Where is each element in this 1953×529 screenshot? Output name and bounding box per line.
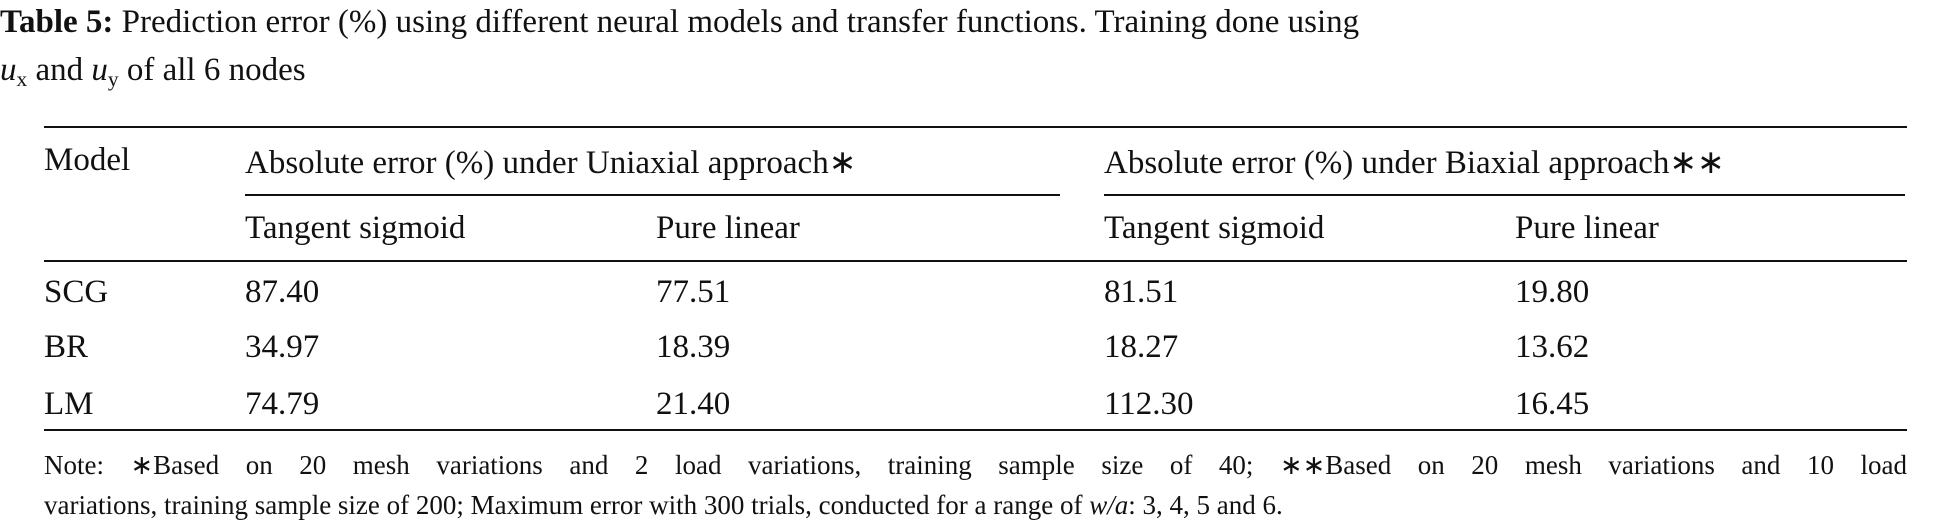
data-cell: 18.39 (656, 329, 731, 365)
note-text: Note: ∗Based on 20 mesh variations and 2… (44, 450, 1907, 480)
data-cell: 74.79 (245, 386, 320, 422)
row-label: SCG (44, 274, 109, 310)
caption-var: u (0, 52, 17, 88)
caption-line: Table 5: Prediction error (%) using diff… (0, 4, 1359, 41)
caption-label: Table 5: (0, 4, 114, 40)
caption-line: ux and uy of all 6 nodes (0, 52, 306, 92)
caption-sub: x (16, 67, 28, 91)
data-cell: 87.40 (245, 274, 320, 310)
data-cell: 81.51 (1104, 274, 1179, 310)
subheader-cell: Pure linear (656, 210, 800, 246)
data-cell: 19.80 (1515, 274, 1590, 310)
subheader-cell: Tangent sigmoid (245, 210, 466, 246)
caption-var: u (91, 52, 108, 88)
note-line: variations, training sample size of 200;… (44, 490, 1907, 521)
group-rule (245, 194, 1060, 196)
data-cell: 112.30 (1104, 386, 1194, 422)
group-rule (1104, 194, 1905, 196)
top-rule (44, 126, 1907, 128)
data-cell: 13.62 (1515, 329, 1590, 365)
header-cell: Absolute error (%) under Biaxial approac… (1104, 145, 1725, 181)
caption-sub: y (107, 67, 119, 91)
subheader-cell: Tangent sigmoid (1104, 210, 1325, 246)
data-cell: 21.40 (656, 386, 731, 422)
data-cell: 34.97 (245, 329, 320, 365)
bottom-rule (44, 429, 1907, 431)
data-cell: 77.51 (656, 274, 731, 310)
note-var: w/a (1089, 490, 1129, 520)
header-cell: Absolute error (%) under Uniaxial approa… (245, 145, 857, 181)
row-label: LM (44, 386, 94, 422)
caption-text: and (35, 52, 84, 88)
data-cell: 18.27 (1104, 329, 1179, 365)
data-cell: 16.45 (1515, 386, 1590, 422)
caption-text: of all 6 nodes (126, 52, 306, 88)
note-line: Note: ∗Based on 20 mesh variations and 2… (44, 450, 1907, 481)
note-text: variations, training sample size of 200;… (44, 490, 1083, 520)
caption-text: Prediction error (%) using different neu… (121, 4, 1360, 40)
note-text: : 3, 4, 5 and 6. (1128, 490, 1283, 520)
header-cell: Model (44, 142, 131, 178)
row-label: BR (44, 329, 89, 365)
mid-rule (44, 260, 1907, 262)
subheader-cell: Pure linear (1515, 210, 1659, 246)
